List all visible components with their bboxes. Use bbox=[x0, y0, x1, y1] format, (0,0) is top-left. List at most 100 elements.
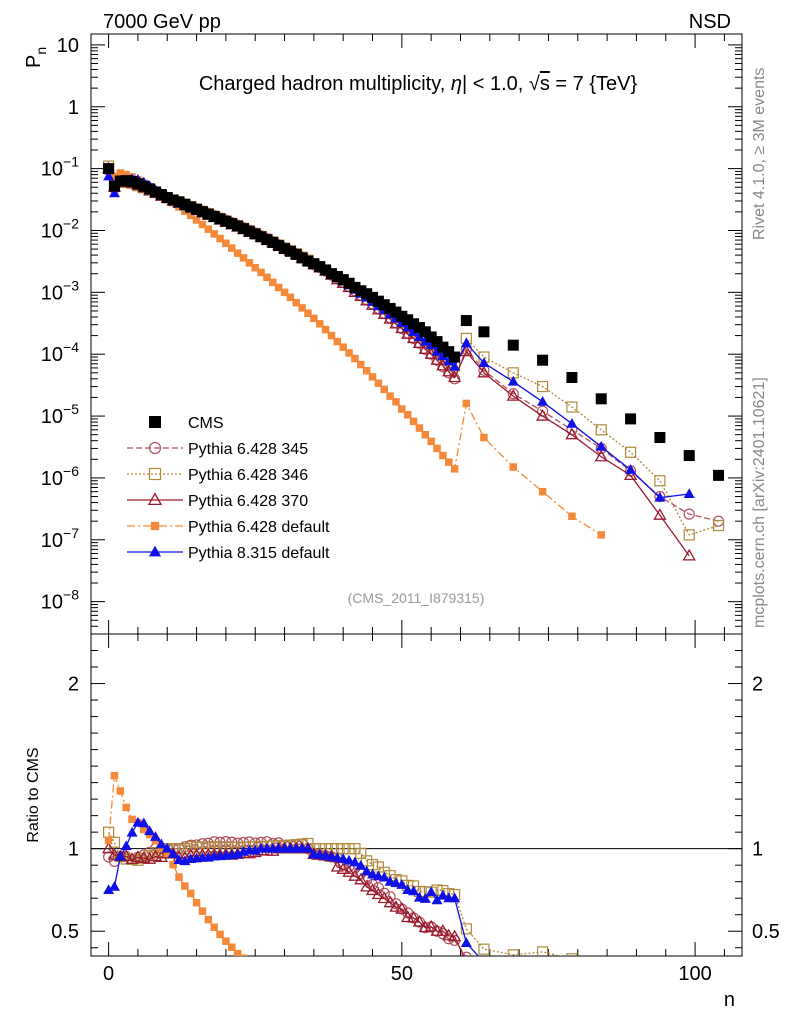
ratio-point bbox=[360, 879, 374, 892]
data-point bbox=[595, 393, 607, 405]
ratio-point bbox=[395, 902, 409, 914]
title-part-b: | < 1.0, bbox=[462, 73, 529, 95]
data-point bbox=[460, 315, 472, 327]
ratio-point bbox=[131, 850, 145, 863]
data-point bbox=[683, 529, 695, 541]
data-point bbox=[337, 274, 349, 286]
ratio-point bbox=[246, 959, 254, 967]
data-point bbox=[478, 357, 490, 368]
ratio-point bbox=[408, 885, 420, 896]
ratio-point bbox=[480, 977, 488, 985]
x-tick-label: 50 bbox=[391, 963, 413, 985]
ratio-point bbox=[144, 825, 156, 836]
ratio-point bbox=[508, 975, 519, 985]
ratio-point bbox=[328, 977, 336, 985]
data-point bbox=[431, 336, 443, 348]
tick-exponent: −1 bbox=[63, 154, 79, 170]
ratio-point bbox=[596, 957, 606, 967]
data-point bbox=[343, 277, 355, 289]
ratio-point bbox=[419, 893, 431, 903]
data-point bbox=[210, 230, 218, 238]
data-point bbox=[243, 225, 255, 237]
main-y-tick-label: 10−5 bbox=[41, 401, 79, 428]
ratio-point bbox=[536, 946, 549, 956]
data-point bbox=[566, 401, 578, 413]
data-point bbox=[368, 373, 377, 381]
main-y-tick-label: 10−7 bbox=[41, 525, 79, 552]
ratio-point bbox=[422, 977, 430, 985]
ratio-point bbox=[220, 836, 232, 848]
legend-marker bbox=[149, 416, 161, 428]
data-point bbox=[263, 273, 271, 282]
data-point bbox=[120, 175, 132, 187]
data-point bbox=[255, 231, 267, 243]
data-point bbox=[310, 314, 318, 323]
data-point bbox=[103, 163, 115, 175]
data-point bbox=[355, 285, 367, 297]
legend-item: Pythia 6.428 370 bbox=[127, 492, 308, 510]
data-point bbox=[261, 234, 273, 246]
data-point bbox=[286, 293, 295, 302]
ratio-point bbox=[357, 977, 365, 985]
data-point bbox=[443, 355, 455, 366]
data-point bbox=[239, 254, 248, 262]
rivet-version-label: Rivet 4.1.0, ≥ 3M events bbox=[751, 68, 768, 240]
ratio-point bbox=[190, 841, 203, 853]
tick-base: 10 bbox=[41, 159, 63, 181]
ratio-point bbox=[539, 977, 547, 985]
y-axis-label-main: P bbox=[23, 55, 45, 68]
data-point bbox=[507, 375, 519, 386]
data-point bbox=[396, 310, 408, 322]
data-point bbox=[392, 398, 400, 406]
ratio-point bbox=[460, 951, 472, 956]
data-point bbox=[216, 234, 224, 243]
data-point bbox=[320, 264, 332, 276]
data-point bbox=[186, 211, 195, 220]
data-point bbox=[181, 207, 189, 215]
data-point bbox=[427, 437, 435, 446]
ratio-point bbox=[478, 943, 490, 955]
ratio-point bbox=[380, 977, 388, 985]
ratio-point bbox=[310, 977, 318, 985]
ratio-point bbox=[424, 919, 438, 932]
data-point bbox=[191, 203, 203, 215]
ratio-point bbox=[343, 854, 355, 865]
data-point bbox=[445, 458, 453, 466]
ratio-point bbox=[390, 877, 402, 888]
data-point bbox=[150, 186, 162, 198]
ratio-point bbox=[232, 848, 244, 859]
data-point bbox=[568, 512, 576, 521]
data-point bbox=[280, 288, 289, 297]
data-point bbox=[304, 309, 312, 317]
data-point bbox=[653, 508, 667, 520]
ratio-point bbox=[568, 977, 576, 985]
main-y-tick-label: 10−3 bbox=[41, 277, 79, 304]
legend-item: Pythia 8.315 default bbox=[127, 545, 330, 562]
data-point bbox=[442, 364, 456, 377]
data-point bbox=[126, 175, 138, 187]
tick-base: 1 bbox=[68, 97, 79, 119]
data-point bbox=[398, 405, 406, 413]
data-point bbox=[712, 519, 725, 532]
title-eta: η bbox=[451, 73, 462, 95]
data-point bbox=[425, 331, 437, 343]
data-point bbox=[161, 192, 173, 204]
ratio-point bbox=[363, 977, 371, 985]
ratio-point bbox=[251, 963, 259, 971]
data-point bbox=[682, 548, 696, 561]
data-point bbox=[390, 306, 402, 318]
legend-marker bbox=[148, 441, 162, 455]
data-point bbox=[251, 263, 259, 272]
ratio-point bbox=[287, 977, 295, 985]
main-y-tick-label: 10−2 bbox=[41, 215, 79, 242]
tick-exponent: −3 bbox=[63, 277, 79, 293]
ratio-y-tick-labels: 2 2 1 1 0.5 0.5 bbox=[51, 674, 780, 944]
ratio-point bbox=[119, 849, 133, 862]
ratio-y-axis-label: Ratio to CMS bbox=[25, 747, 42, 842]
data-point bbox=[167, 194, 179, 206]
ratio-point bbox=[116, 787, 125, 795]
ratio-point bbox=[378, 871, 390, 882]
data-point bbox=[351, 354, 359, 363]
